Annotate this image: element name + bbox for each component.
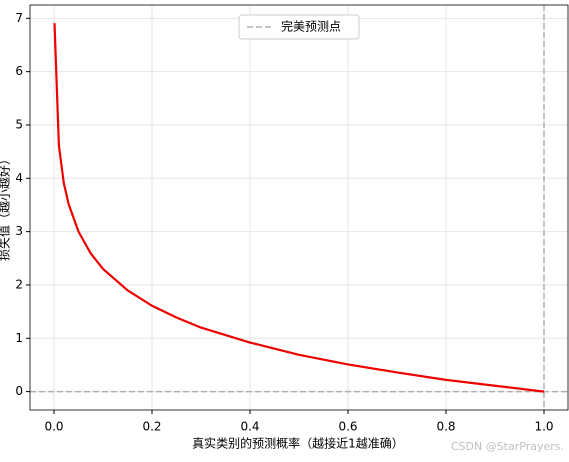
y-tick-label: 0 bbox=[15, 384, 23, 398]
x-tick-label: 0.2 bbox=[142, 420, 161, 434]
x-axis-label: 真实类别的预测概率（越接近1越准确） bbox=[192, 436, 404, 451]
watermark: CSDN @StarPrayers. bbox=[451, 440, 564, 453]
x-tick-label: 0.6 bbox=[338, 420, 357, 434]
y-tick-label: 3 bbox=[15, 224, 23, 238]
y-tick-label: 1 bbox=[15, 331, 23, 345]
x-tick-label: 0.4 bbox=[240, 420, 259, 434]
y-tick-label: 6 bbox=[15, 64, 23, 78]
y-tick-label: 4 bbox=[15, 171, 23, 185]
data-line bbox=[53, 23, 545, 393]
legend-label: 完美预测点 bbox=[281, 19, 341, 34]
plot-frame bbox=[29, 4, 569, 411]
y-tick-label: 5 bbox=[15, 117, 23, 131]
y-tick-label: 2 bbox=[15, 277, 23, 291]
y-tick-label: 7 bbox=[15, 11, 23, 25]
x-tick-label: 0.8 bbox=[436, 420, 455, 434]
x-tick-label: 1.0 bbox=[534, 420, 553, 434]
legend-box bbox=[238, 14, 360, 40]
x-tick-label: 0.0 bbox=[44, 420, 63, 434]
y-axis-label: 损失值（越小越好） bbox=[0, 153, 12, 261]
